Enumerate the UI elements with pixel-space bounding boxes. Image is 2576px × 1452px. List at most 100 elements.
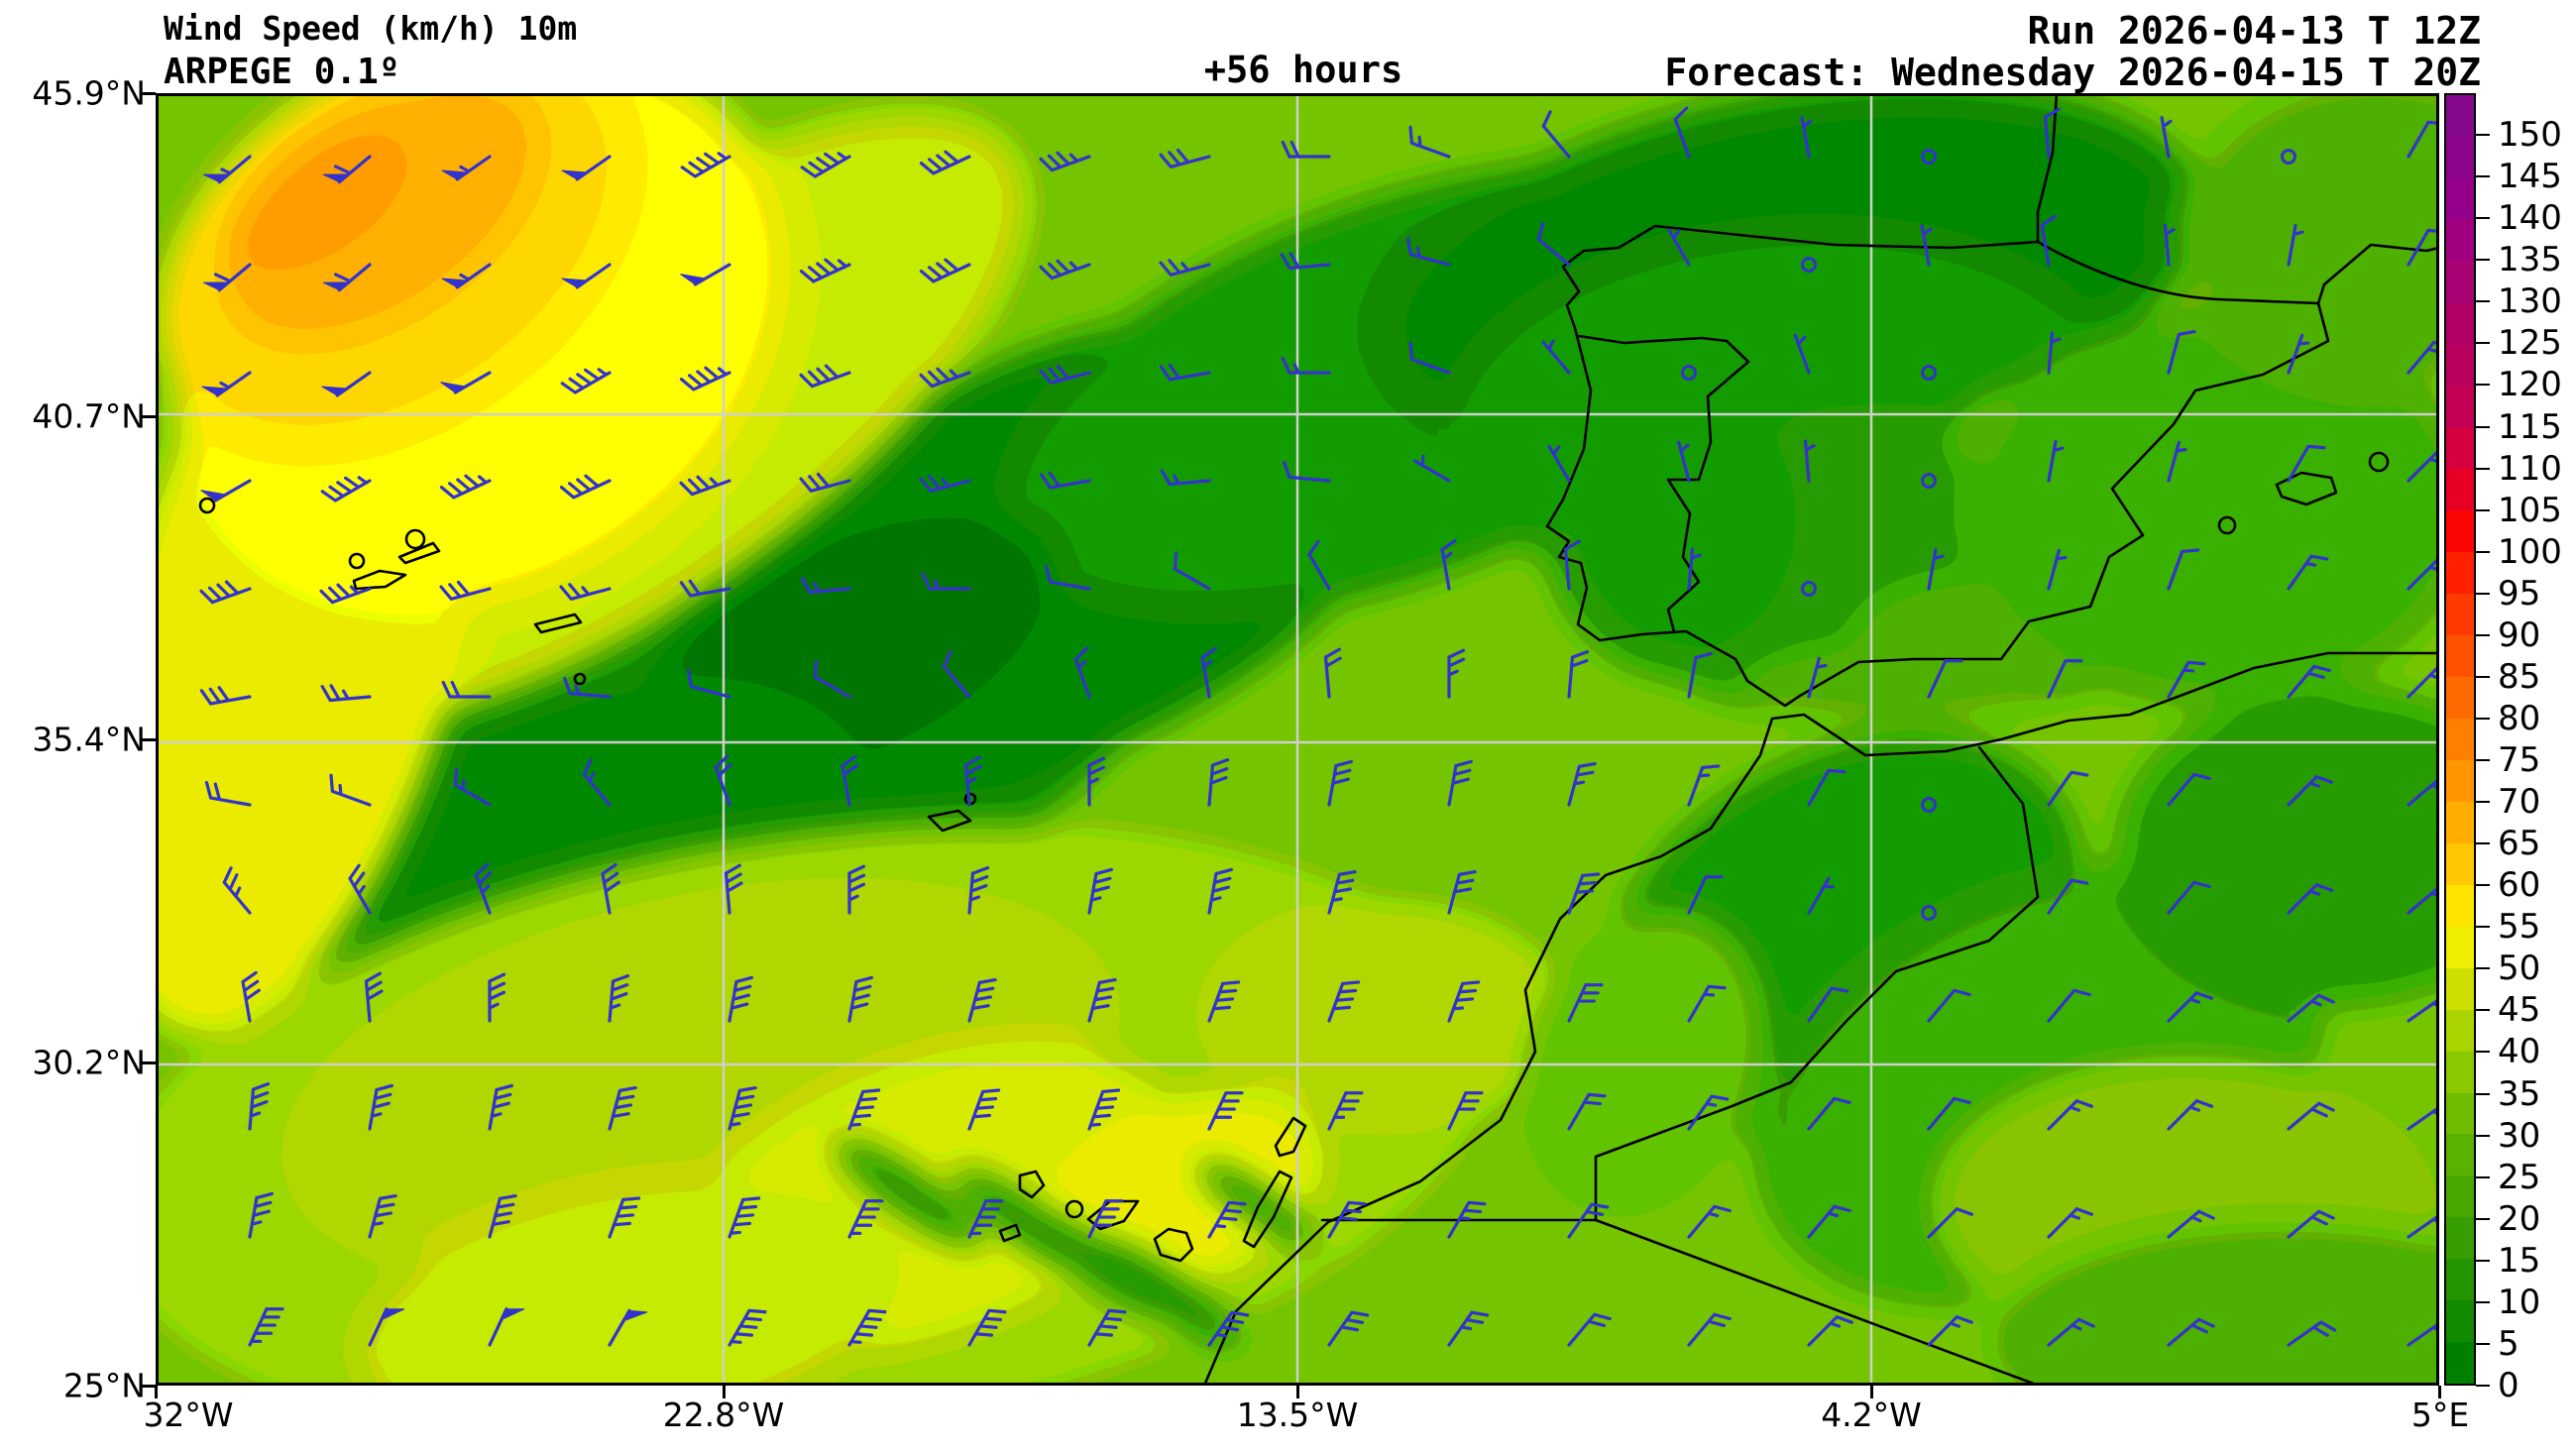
colorbar-tick-mark bbox=[2476, 759, 2490, 762]
colorbar-segment bbox=[2446, 552, 2474, 595]
colorbar-segment bbox=[2446, 386, 2474, 428]
colorbar-tick-mark bbox=[2476, 1134, 2490, 1137]
wind-barb bbox=[2163, 223, 2176, 267]
wind-barb bbox=[2167, 991, 2213, 1023]
colorbar-tick-mark bbox=[2476, 217, 2490, 220]
colorbar-tick-label: 40 bbox=[2498, 1032, 2541, 1072]
colorbar-tick-mark bbox=[2476, 1009, 2490, 1012]
wind-barb bbox=[488, 1083, 514, 1131]
colorbar-segment bbox=[2446, 677, 2474, 720]
colorbar-tick-mark bbox=[2476, 1092, 2490, 1095]
wind-barb bbox=[1173, 551, 1211, 591]
wind-barb bbox=[728, 1196, 761, 1239]
lat-tick-mark bbox=[142, 92, 156, 95]
lon-tick-label: 4.2°W bbox=[1821, 1396, 1922, 1434]
colorbar-segment bbox=[2446, 884, 2474, 927]
wind-barb bbox=[1207, 758, 1230, 807]
colorbar-tick-label: 65 bbox=[2498, 824, 2541, 864]
wind-barb bbox=[1567, 1202, 1610, 1239]
wind-barb bbox=[686, 669, 731, 699]
wind-barb bbox=[2287, 554, 2329, 591]
colorbar-tick-label: 145 bbox=[2498, 157, 2562, 197]
wind-barb bbox=[1677, 440, 1691, 483]
wind-barb bbox=[2047, 770, 2089, 807]
colorbar-tick-label: 10 bbox=[2498, 1282, 2541, 1322]
wind-barb bbox=[1687, 984, 1727, 1023]
wind-barb bbox=[248, 1191, 275, 1239]
wind-barb-pennant bbox=[380, 1308, 405, 1321]
wind-barb bbox=[1405, 237, 1451, 267]
run-time-label: Run 2026-04-13 T 12Z bbox=[2027, 9, 2481, 53]
wind-barb-pennant bbox=[440, 382, 468, 393]
colorbar-tick-mark bbox=[2476, 467, 2490, 470]
colorbar-tick-mark bbox=[2476, 675, 2490, 678]
wind-barb bbox=[488, 1193, 517, 1239]
colorbar-tick-label: 135 bbox=[2498, 240, 2562, 280]
graticule bbox=[156, 93, 2439, 1386]
colorbar-tick-mark bbox=[2476, 134, 2490, 137]
wind-barb bbox=[1087, 977, 1117, 1023]
calm-wind-icon bbox=[1801, 581, 1817, 597]
wind-barb bbox=[1327, 759, 1353, 807]
colorbar-segment bbox=[2446, 1009, 2474, 1052]
colorbar-segment bbox=[2446, 842, 2474, 885]
wind-barb bbox=[799, 472, 851, 493]
wind-barb bbox=[1807, 1204, 1851, 1239]
wind-barb bbox=[2167, 548, 2200, 591]
wind-barb bbox=[1927, 988, 1971, 1023]
wind-barb bbox=[2043, 107, 2061, 159]
forecast-time-label: Forecast: Wednesday 2026-04-15 T 20Z bbox=[1664, 51, 2481, 94]
lat-tick-label: 30.2°N bbox=[32, 1043, 146, 1082]
colorbar-tick-mark bbox=[2476, 926, 2490, 929]
wind-barb bbox=[967, 1199, 1004, 1239]
wind-barb bbox=[474, 862, 493, 915]
colorbar-tick-mark bbox=[2476, 801, 2490, 804]
wind-barb bbox=[560, 368, 612, 394]
wind-barb bbox=[679, 366, 731, 391]
wind-barb bbox=[963, 755, 982, 807]
wind-barb bbox=[728, 1085, 757, 1131]
wind-barb bbox=[2047, 440, 2065, 483]
wind-barb bbox=[1687, 875, 1724, 915]
wind-barb bbox=[1281, 140, 1331, 159]
wind-barb bbox=[1307, 539, 1331, 591]
wind-barb bbox=[1541, 110, 1571, 159]
wind-barb bbox=[1807, 656, 1828, 699]
colorbar-segment bbox=[2446, 635, 2474, 678]
wind-barb bbox=[1567, 1312, 1612, 1347]
wind-barb bbox=[608, 1196, 641, 1239]
colorbar-tick-mark bbox=[2476, 717, 2490, 720]
wind-barb bbox=[2167, 1209, 2215, 1239]
colorbar-segment bbox=[2446, 1051, 2474, 1093]
colorbar-tick-mark bbox=[2476, 384, 2490, 387]
colorbar-segment bbox=[2446, 760, 2474, 802]
wind-barb bbox=[608, 1085, 637, 1131]
wind-barb bbox=[680, 152, 731, 178]
lat-tick-mark bbox=[142, 1061, 156, 1064]
colorbar-tick-label: 85 bbox=[2498, 656, 2541, 697]
colorbar-tick-label: 60 bbox=[2498, 865, 2541, 906]
calm-wind-icon bbox=[1801, 257, 1817, 273]
wind-barb bbox=[1920, 224, 1933, 267]
lon-tick-label: 32°W bbox=[143, 1396, 234, 1434]
colorbar-tick-mark bbox=[2476, 1175, 2490, 1178]
colorbar-tick-label: 55 bbox=[2498, 907, 2541, 948]
wind-barb bbox=[319, 583, 372, 605]
wind-barb bbox=[728, 975, 754, 1023]
wind-barb bbox=[2287, 224, 2304, 267]
wind-barb bbox=[1687, 1312, 1732, 1347]
wind-barb bbox=[2287, 775, 2333, 807]
wind-barb bbox=[1323, 647, 1342, 699]
colorbar-tick-label: 70 bbox=[2498, 782, 2541, 823]
wind-barb bbox=[2160, 116, 2173, 159]
wind-barb bbox=[1447, 1310, 1490, 1347]
model-label: ARPEGE 0.1º bbox=[164, 52, 400, 92]
wind-barb bbox=[1807, 876, 1836, 915]
wind-barb bbox=[1073, 646, 1091, 699]
colorbar-segment bbox=[2446, 1092, 2474, 1135]
colorbar-segment bbox=[2446, 1259, 2474, 1301]
wind-barb bbox=[1807, 768, 1847, 807]
wind-barb bbox=[1207, 867, 1233, 915]
wind-barb-pennant bbox=[200, 490, 228, 502]
wind-barb bbox=[1327, 869, 1357, 915]
